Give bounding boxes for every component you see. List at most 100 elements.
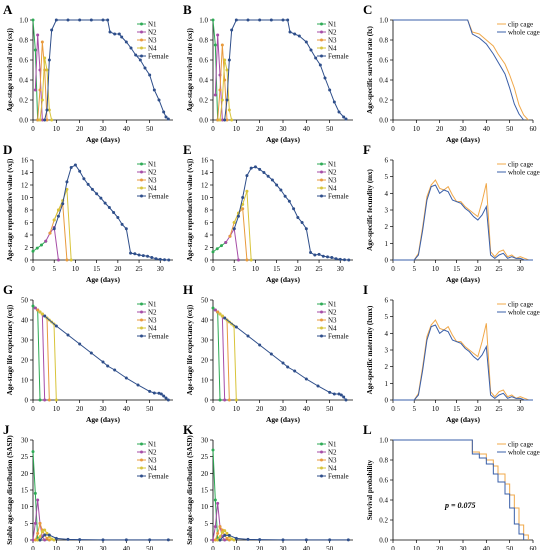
chart-e-series-female-point (338, 257, 342, 261)
chart-j-legend-marker (140, 466, 143, 470)
chart-h-series-n3-point (227, 398, 231, 402)
chart-e-series-n4-point (232, 221, 236, 224)
chart-b-legend-marker (320, 30, 323, 34)
chart-b-x-axis-label: Age (days) (266, 135, 300, 144)
chart-b-series-n3-point (225, 118, 229, 122)
chart-g-legend-entry: Female (148, 333, 169, 341)
chart-j-x-tick-label: 0 (31, 545, 35, 550)
chart-h-legend-entry: N4 (328, 325, 337, 333)
chart-e-x-tick-label: 15 (273, 265, 281, 273)
chart-c-y-tick-label: 0.6 (379, 57, 388, 65)
chart-d-series-female-point (78, 169, 82, 173)
chart-g-series-female-point (101, 360, 105, 364)
chart-a-series-n2-point (36, 33, 40, 37)
chart-f-x-tick-label: 25 (496, 265, 504, 273)
chart-d-series-female-point (107, 206, 111, 209)
chart-h-series-female-point (304, 377, 308, 381)
chart-h-series-female-point (339, 393, 343, 397)
chart-h-series-female-point (286, 365, 290, 369)
chart-g-y-tick-label: 20 (21, 357, 29, 365)
chart-a-series-female-point (113, 32, 117, 36)
chart-k-y-tick-label: 25 (201, 453, 209, 461)
chart-k-x-tick-label: 40 (303, 545, 311, 550)
chart-g-series-n1-line (32, 305, 41, 401)
chart-g-series-female-point (106, 364, 110, 368)
chart-d-series-female-point (86, 182, 90, 186)
chart-g-series-female-point (43, 314, 47, 318)
chart-d-x-tick-label: 15 (93, 265, 101, 273)
chart-j-legend-entry: N1 (148, 441, 157, 449)
chart-d-series-female-point (82, 177, 86, 181)
chart-d-series-female-point (137, 253, 141, 257)
chart-g-series-n2-point (43, 398, 47, 402)
chart-f: F 0 5 10 15 20 25 30 0 1 2 3 4 5 6 Age (days) Age-specif… (363, 142, 540, 284)
chart-g-series-n2-point (33, 306, 37, 310)
chart-a-y-tick-label: 0.8 (19, 37, 28, 45)
chart-d-x-tick-label: 20 (114, 265, 122, 273)
chart-b-series-female-point (225, 98, 229, 102)
chart-k-legend-marker (320, 458, 323, 462)
chart-c-y-tick-label: 0.0 (379, 117, 388, 125)
chart-h-y-tick-label: 20 (201, 357, 209, 365)
chart-k: K01020304050051015202530Age (days)Stable… (183, 422, 353, 553)
chart-b-series-n2-line (214, 34, 223, 121)
chart-g-y-tick-label: 10 (21, 377, 29, 385)
chart-b-series-female-point (342, 115, 346, 119)
chart-j-series-n2-point (36, 498, 40, 502)
chart-h-series-n1-point (211, 306, 215, 310)
chart-e-x-axis-label: Age (days) (266, 275, 300, 284)
chart-j-series-n4-point (50, 537, 54, 541)
chart-a-series-female-point (138, 58, 142, 62)
chart-l-y-axis-label: Survival probability (366, 459, 374, 520)
chart-d-series-female-point (120, 222, 124, 226)
chart-l-series-whole-cage-line (393, 439, 525, 540)
chart-e-series-n1-point (211, 250, 215, 254)
chart-d-series-n2-point (44, 239, 48, 243)
chart-i-x-tick-label: 25 (496, 405, 504, 413)
chart-l-legend-entry: whole cage (508, 449, 540, 457)
chart-d-y-tick-label: 14 (21, 169, 29, 177)
chart-i-x-tick-label: 0 (391, 405, 395, 413)
chart-e-series-female-point (313, 253, 317, 257)
chart-d-y-axis-label: Age-stage reproductive value (vxj) (6, 158, 14, 261)
chart-i-legend-entry: whole cage (508, 309, 540, 317)
chart-l-y-tick-label: 0.6 (379, 477, 388, 485)
chart-d: D 0 5 10 15 20 25 30 0 2 4 6 8 10 12 14 16 Age (days) Age-… (3, 142, 173, 284)
chart-c-legend-entry: whole cage (508, 29, 540, 37)
chart-e-legend-entry: N1 (328, 161, 337, 169)
chart-a-series-n3-point (45, 118, 49, 122)
chart-k-series-n1-point (211, 448, 215, 452)
chart-j-series-female-point (166, 538, 170, 542)
chart-j-series-n3-point (47, 538, 51, 542)
chart-a-series-n4-point (50, 118, 54, 122)
chart-k-series-n3-point (218, 525, 222, 529)
chart-e-series-female-point (321, 254, 325, 258)
chart-h-series-n4-point (234, 398, 238, 402)
chart-i-y-tick-label: 5 (385, 313, 389, 321)
chart-f-y-tick-label: 6 (385, 157, 389, 165)
chart-b: B 0 10 20 30 40 50 0.0 0.2 0.4 0.6 0.8 1.0 Age (days)… (183, 2, 353, 144)
chart-l-x-tick-label: 20 (436, 545, 444, 550)
chart-h-y-axis-label: Age-stage life expectancy (exj) (186, 304, 194, 395)
chart-g-legend-marker (140, 326, 143, 330)
chart-e-series-female-point (241, 196, 245, 199)
chart-l-y-tick-label: 0.4 (379, 497, 388, 505)
chart-k-y-tick-label: 0 (205, 537, 209, 545)
chart-e-y-tick-label: 2 (205, 244, 209, 252)
chart-d-series-n4-point (65, 187, 69, 191)
chart-h-series-n1-point (218, 398, 222, 402)
chart-h-legend-entry: N1 (328, 301, 337, 309)
chart-h-y-tick-label: 10 (201, 377, 209, 385)
chart-f-y-tick-label: 1 (385, 240, 389, 248)
chart-h-legend-marker (320, 318, 323, 322)
chart-k-legend-marker (320, 442, 323, 446)
chart-h-y-tick-label: 30 (201, 337, 209, 345)
chart-d-y-tick-label: 0 (25, 257, 29, 265)
chart-k-series-female-point (223, 533, 227, 537)
chart-c-y-tick-label: 0.8 (379, 37, 388, 45)
chart-f-legend-entry: clip cage (508, 161, 533, 169)
chart-a-series-female-point (47, 58, 51, 62)
chart-c: C 0 10 20 30 40 50 60 0.0 0.2 0.4 0.6 0.8 1.0 Age (day… (363, 2, 540, 144)
chart-b-series-female-point (297, 34, 301, 38)
chart-g-x-tick-label: 40 (123, 405, 131, 413)
